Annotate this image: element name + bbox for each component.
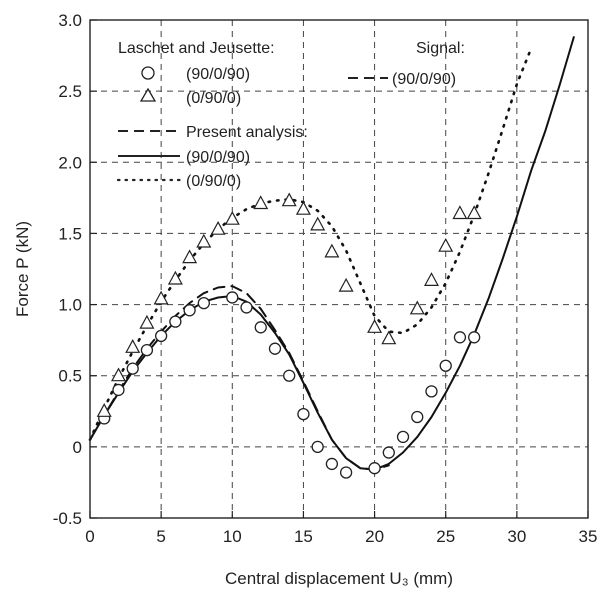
legend-triangle-marker — [139, 87, 157, 102]
y-tick-label: 3.0 — [58, 11, 82, 30]
legend-entry-signal-90-0-90: (90/0/90) — [392, 71, 456, 88]
y-tick-label: 2.5 — [58, 82, 82, 101]
triangle-marker — [210, 220, 226, 235]
triangle-marker — [310, 216, 326, 231]
x-tick-label: 0 — [85, 527, 94, 546]
circle-marker — [468, 331, 481, 344]
y-tick-label: 1.5 — [58, 224, 82, 243]
triangle-marker — [125, 339, 141, 353]
plot-frame — [89, 19, 589, 519]
x-tick-label: 10 — [223, 527, 242, 546]
circle-marker — [453, 331, 467, 344]
legend-heading-signal: Signal: — [416, 40, 465, 57]
y-tick-label: 2.0 — [58, 153, 82, 172]
legend-entry-laschet-90-0-90: (90/0/90) — [186, 66, 250, 83]
y-tick-label: -0.5 — [53, 509, 82, 528]
series-line-present_0_90_0_dotted — [88, 47, 533, 442]
triangle-marker — [153, 290, 169, 305]
circle-marker — [311, 440, 324, 454]
circle-marker — [325, 457, 339, 471]
circle-marker — [183, 304, 196, 317]
circle-marker — [339, 466, 353, 479]
triangle-marker — [438, 237, 454, 252]
x-tick-label: 15 — [294, 527, 313, 546]
y-axis-label: Force P (kN) — [13, 221, 32, 317]
legend-circle-marker — [141, 66, 155, 80]
circle-marker — [297, 407, 310, 421]
grid-lines — [90, 20, 588, 518]
triangle-marker — [281, 192, 297, 207]
triangle-marker — [182, 249, 198, 264]
triangle-marker — [139, 314, 155, 329]
legend: Laschet and Jeusette: (90/0/90) (0/90/0)… — [116, 40, 465, 190]
circle-marker — [368, 462, 381, 475]
tick-layer: 0 5 10 15 20 25 30 35-0.500.51.01.52.02.53.0 — [53, 11, 598, 546]
y-tick-label: 1.0 — [58, 296, 82, 315]
triangle-marker — [96, 403, 112, 417]
triangle-marker — [466, 205, 482, 220]
triangle-marker — [253, 195, 269, 210]
x-tick-label: 5 — [156, 527, 165, 546]
marker-layer — [96, 192, 482, 479]
circle-marker — [439, 359, 452, 372]
triangle-marker — [367, 319, 383, 333]
legend-heading-laschet: Laschet and Jeusette: — [118, 40, 275, 57]
triangle-marker — [452, 205, 468, 220]
y-tick-label: 0.5 — [58, 367, 82, 386]
circle-marker — [283, 369, 296, 382]
circle-marker — [197, 296, 210, 310]
y-tick-label: 0 — [73, 438, 82, 457]
triangle-marker — [224, 210, 240, 225]
triangle-marker — [196, 233, 212, 248]
triangle-marker — [423, 272, 440, 286]
triangle-marker — [409, 300, 425, 315]
legend-entry-present-90-0-90: (90/0/90) — [186, 149, 250, 166]
circle-marker — [425, 385, 438, 398]
series-line-present_90_0_90_dashed — [89, 285, 390, 471]
series-layer — [88, 36, 575, 471]
triangle-marker — [110, 367, 127, 382]
circle-marker — [268, 342, 282, 355]
circle-marker — [411, 410, 424, 424]
triangle-marker — [295, 200, 311, 215]
circle-marker — [254, 321, 267, 334]
x-tick-label: 30 — [507, 527, 526, 546]
circle-marker — [169, 315, 182, 328]
x-axis-label: Central displacement U₃ (mm) — [225, 569, 453, 588]
x-tick-label: 35 — [579, 527, 598, 546]
circle-marker — [382, 446, 395, 459]
circle-marker — [240, 301, 253, 314]
circle-marker — [396, 430, 410, 444]
circle-marker — [154, 329, 168, 343]
circle-marker — [126, 362, 139, 375]
circle-marker — [140, 343, 154, 357]
x-tick-label: 20 — [365, 527, 384, 546]
legend-entry-present-0-90-0: (0/90/0) — [186, 173, 241, 190]
x-tick-label: 25 — [436, 527, 455, 546]
triangle-marker — [167, 270, 183, 285]
circle-marker — [112, 383, 125, 397]
triangle-marker — [324, 243, 340, 258]
triangle-marker — [338, 277, 354, 292]
triangle-marker — [381, 330, 397, 345]
legend-heading-present: Present analysis: — [186, 124, 308, 141]
circle-marker — [226, 291, 239, 304]
legend-entry-laschet-0-90-0: (0/90/0) — [186, 90, 241, 107]
